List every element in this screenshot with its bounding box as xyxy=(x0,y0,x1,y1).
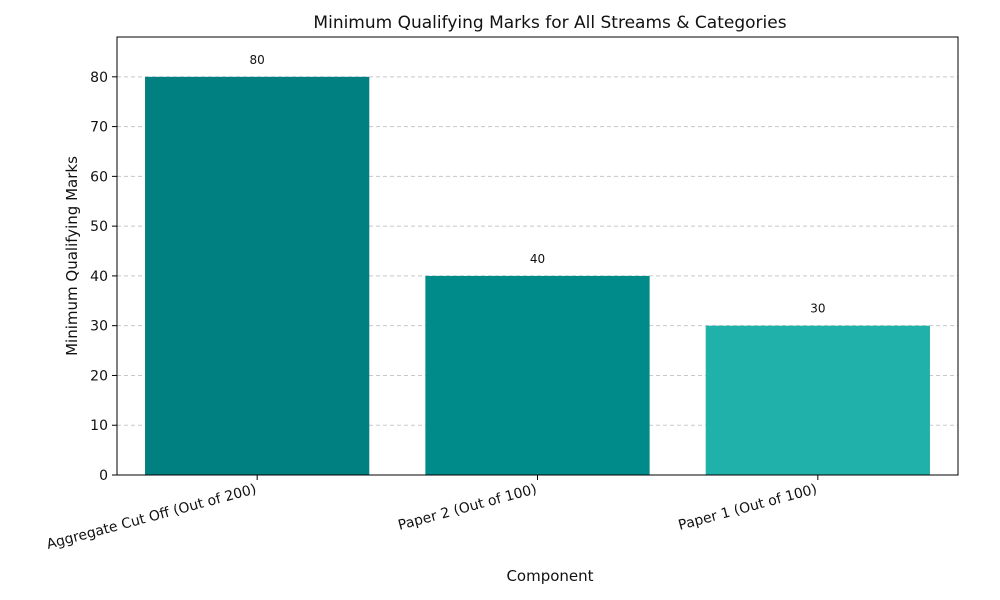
y-tick-label: 20 xyxy=(90,368,108,384)
x-tick-label: Paper 2 (Out of 100) xyxy=(396,481,538,533)
y-tick-label: 70 xyxy=(90,120,108,136)
y-tick-label: 80 xyxy=(90,70,108,86)
bar xyxy=(425,275,650,475)
chart-title: Minimum Qualifying Marks for All Streams… xyxy=(313,13,786,33)
data-labels: 80 40 30 xyxy=(250,53,826,316)
y-tick-label: 10 xyxy=(90,418,108,434)
bar xyxy=(705,325,930,475)
y-tick-label: 0 xyxy=(99,468,108,484)
bars xyxy=(145,76,930,476)
x-axis-label: Component xyxy=(506,567,593,585)
data-label: 40 xyxy=(530,252,545,266)
data-label: 80 xyxy=(250,53,265,67)
y-axis-ticks: 0 10 20 30 40 50 60 70 80 xyxy=(90,70,117,484)
x-tick-label: Paper 1 (Out of 100) xyxy=(677,481,819,533)
y-tick-label: 50 xyxy=(90,219,108,235)
y-tick-label: 30 xyxy=(90,319,108,335)
y-axis-label: Minimum Qualifying Marks xyxy=(63,156,81,356)
x-tick-label: Aggregate Cut Off (Out of 200) xyxy=(45,481,258,553)
bar xyxy=(145,76,370,476)
y-tick-label: 40 xyxy=(90,269,108,285)
y-tick-label: 60 xyxy=(90,169,108,185)
data-label: 30 xyxy=(810,302,825,316)
x-axis-ticks: Aggregate Cut Off (Out of 200) Paper 2 (O… xyxy=(45,475,819,553)
